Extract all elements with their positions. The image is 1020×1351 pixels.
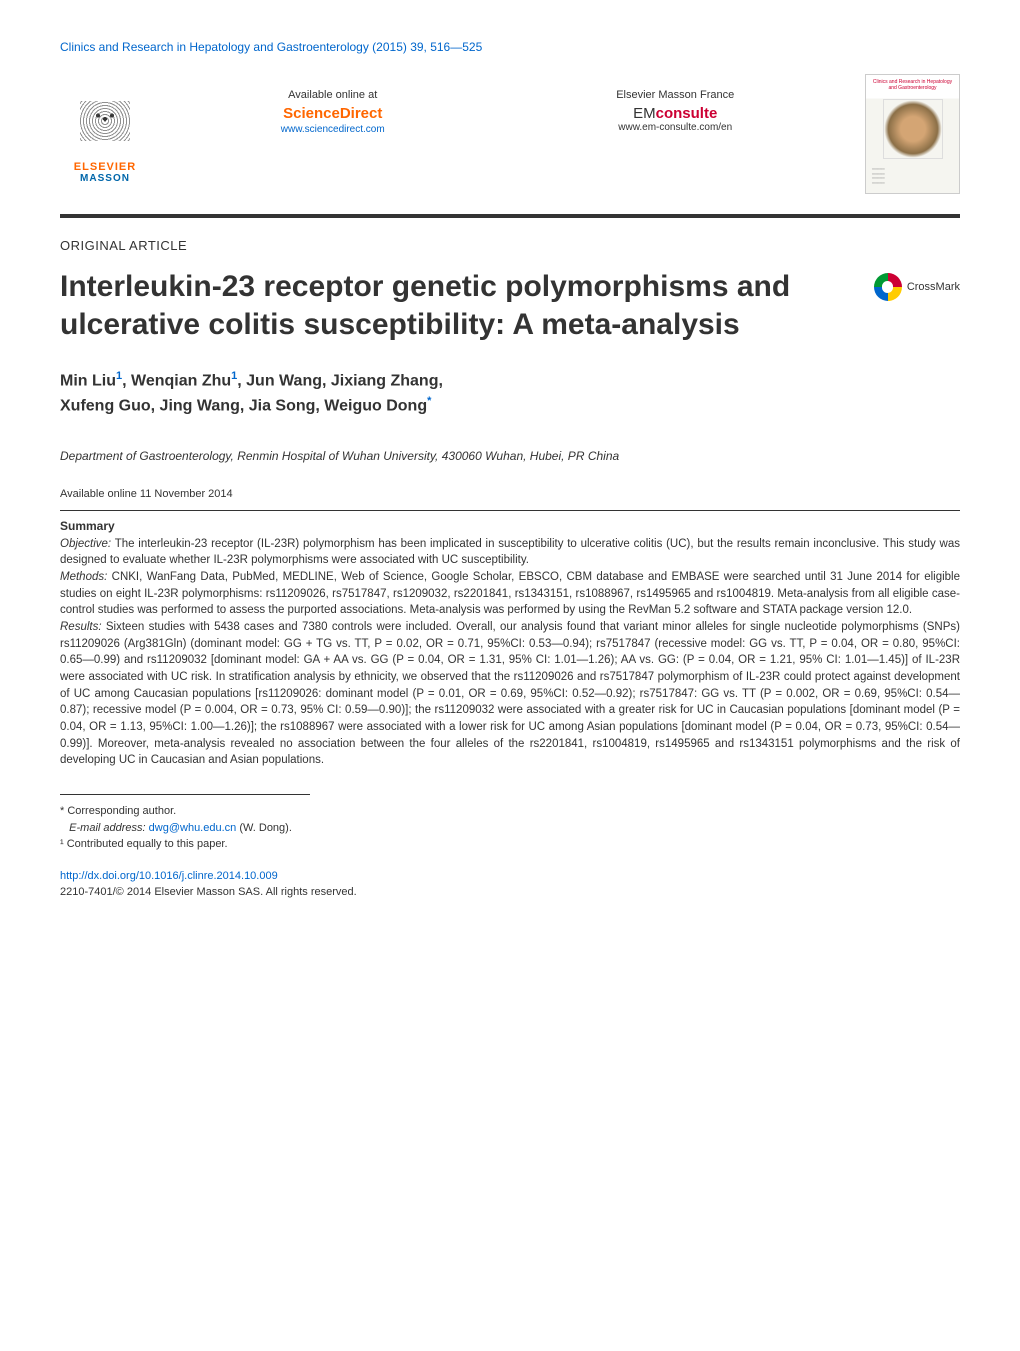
- author-sup-2: 1: [231, 370, 237, 382]
- elsevier-name: ELSEVIER: [74, 161, 136, 173]
- article-title: Interleukin-23 receptor genetic polymorp…: [60, 268, 874, 343]
- emconsulte-label: Elsevier Masson France: [616, 89, 734, 101]
- email-line: E-mail address: dwg@whu.edu.cn (W. Dong)…: [60, 820, 960, 837]
- emconsulte-brand: EMconsulte: [616, 105, 734, 122]
- crossmark-text: CrossMark: [907, 281, 960, 293]
- results-label: Results:: [60, 621, 102, 633]
- top-section: ELSEVIER MASSON Available online at Scie…: [60, 74, 960, 194]
- crossmark-icon: [874, 273, 902, 301]
- objective-label: Objective:: [60, 538, 111, 550]
- title-row: Interleukin-23 receptor genetic polymorp…: [60, 268, 960, 368]
- cover-lines: ━━━━━━━━━━━━━━━━━━━━━━━━━━━━: [870, 167, 955, 185]
- results-text: Sixteen studies with 5438 cases and 7380…: [60, 621, 960, 766]
- email-suffix: (W. Dong).: [236, 822, 292, 834]
- em-prefix: EM: [633, 105, 656, 122]
- middle-links: Available online at ScienceDirect www.sc…: [165, 74, 850, 135]
- sciencedirect-brand: ScienceDirect: [281, 105, 385, 122]
- methods-text: CNKI, WanFang Data, PubMed, MEDLINE, Web…: [60, 571, 960, 616]
- header-divider: [60, 214, 960, 218]
- email-link[interactable]: dwg@whu.edu.cn: [149, 822, 237, 834]
- emconsulte-url[interactable]: www.em-consulte.com/en: [616, 122, 734, 133]
- doi-section: http://dx.doi.org/10.1016/j.clinre.2014.…: [60, 868, 960, 901]
- emconsulte-block: Elsevier Masson France EMconsulte www.em…: [616, 89, 734, 135]
- footnotes: * Corresponding author. E-mail address: …: [60, 803, 960, 853]
- email-label: E-mail address:: [69, 822, 145, 834]
- corresponding-author: * Corresponding author.: [60, 803, 960, 820]
- crossmark-badge[interactable]: CrossMark: [874, 273, 960, 301]
- elsevier-logo: ELSEVIER MASSON: [60, 74, 150, 184]
- journal-header: Clinics and Research in Hepatology and G…: [60, 40, 960, 54]
- sciencedirect-block: Available online at ScienceDirect www.sc…: [281, 89, 385, 135]
- summary-text: Objective: The interleukin-23 receptor (…: [60, 536, 960, 769]
- summary-heading: Summary: [60, 519, 960, 533]
- masson-name: MASSON: [80, 173, 130, 184]
- journal-header-link[interactable]: Clinics and Research in Hepatology and G…: [60, 40, 482, 54]
- contributed-note: ¹ Contributed equally to this paper.: [60, 836, 960, 853]
- affiliation: Department of Gastroenterology, Renmin H…: [60, 449, 960, 463]
- objective-text: The interleukin-23 receptor (IL-23R) pol…: [60, 538, 960, 567]
- sciencedirect-url[interactable]: www.sciencedirect.com: [281, 124, 385, 135]
- available-date: Available online 11 November 2014: [60, 488, 960, 500]
- elsevier-tree-icon: [70, 91, 140, 161]
- copyright-text: 2210-7401/© 2014 Elsevier Masson SAS. Al…: [60, 884, 960, 901]
- journal-cover: Clinics and Research in Hepatology and G…: [865, 74, 960, 194]
- footnote-divider: [60, 794, 310, 795]
- summary-top-divider: [60, 510, 960, 511]
- author-sup-corr: *: [427, 395, 431, 407]
- doi-link[interactable]: http://dx.doi.org/10.1016/j.clinre.2014.…: [60, 868, 960, 885]
- consulte-suffix: consulte: [656, 105, 718, 122]
- cover-image-icon: [883, 99, 943, 159]
- authors: Min Liu1, Wenqian Zhu1, Jun Wang, Jixian…: [60, 368, 960, 419]
- author-sup-1: 1: [116, 370, 122, 382]
- cover-title: Clinics and Research in Hepatology and G…: [870, 79, 955, 91]
- methods-label: Methods:: [60, 571, 107, 583]
- article-type: ORIGINAL ARTICLE: [60, 238, 960, 253]
- sciencedirect-label: Available online at: [281, 89, 385, 101]
